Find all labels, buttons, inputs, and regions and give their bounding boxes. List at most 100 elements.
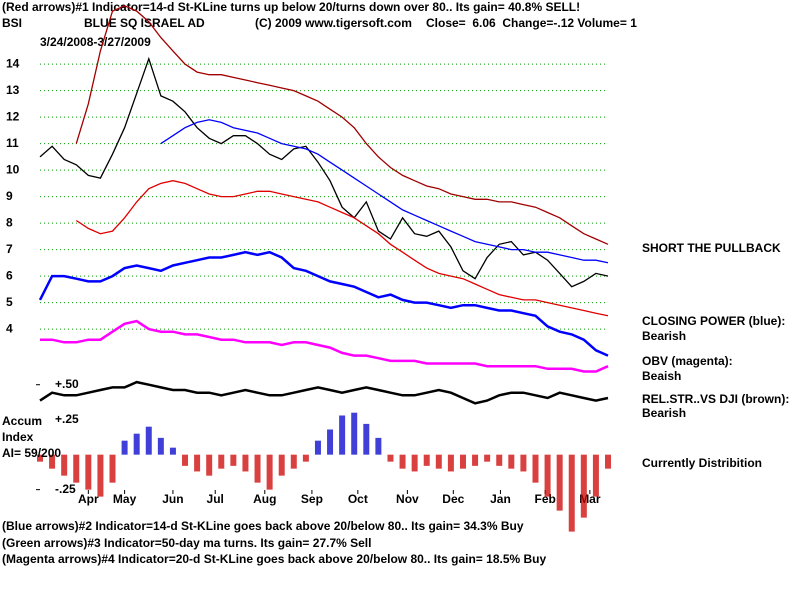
y-tick-label: 5 <box>6 295 13 309</box>
accum-bar <box>605 454 611 469</box>
side-note: Beaish <box>642 369 681 383</box>
accum-bar <box>339 415 346 455</box>
accum-bar <box>182 454 189 466</box>
x-tick-label: Sep <box>301 492 323 506</box>
accum-bar <box>556 454 563 511</box>
side-note: Currently Distribition <box>642 456 762 470</box>
accum-bar <box>363 423 370 455</box>
x-tick-label: Jul <box>207 492 224 506</box>
symbol: BSI <box>2 16 22 30</box>
date-range: 3/24/2008-3/27/2009 <box>40 35 151 49</box>
accum-bar <box>544 454 551 497</box>
accum-bar <box>327 429 334 455</box>
accum-bar <box>218 454 225 469</box>
accum-bar <box>568 454 575 532</box>
footnote: (Green arrows)#3 Indicator=50-day ma tur… <box>2 536 371 550</box>
accum-bar <box>278 454 285 476</box>
stock-name: BLUE SQ ISRAEL AD <box>84 16 205 30</box>
footnote: (Blue arrows)#2 Indicator=14-d St-KLine … <box>2 519 524 533</box>
x-tick-label: May <box>113 492 137 506</box>
accum-bar <box>484 454 491 462</box>
y-tick-label: 13 <box>6 83 20 97</box>
x-tick-label: Aug <box>253 492 276 506</box>
accum-bar <box>85 454 92 490</box>
x-tick-label: Oct <box>348 492 368 506</box>
y-tick-label: 11 <box>6 136 19 150</box>
y-tick-label: 4 <box>6 321 13 335</box>
series-line <box>75 180 609 317</box>
accum-bar <box>351 412 358 455</box>
accum-label: Accum <box>2 414 42 428</box>
accum-bar <box>580 454 587 518</box>
y-tick-label: 12 <box>6 109 20 123</box>
side-note: SHORT THE PULLBACK <box>642 241 781 255</box>
accum-bar <box>61 454 68 476</box>
y-tick-label: 6 <box>6 268 13 282</box>
accum-bar <box>49 454 56 469</box>
accum-bar <box>314 440 321 455</box>
accum-bar <box>508 454 515 469</box>
y2-tick-label: -.25 <box>55 482 76 496</box>
accum-bar <box>206 454 213 476</box>
y-tick-label: 9 <box>6 189 13 203</box>
y-tick-label: 10 <box>6 162 20 176</box>
accum-bar <box>157 437 164 455</box>
series-line <box>39 380 609 405</box>
accum-bar <box>447 454 454 472</box>
accum-bar <box>266 454 273 490</box>
x-tick-label: Nov <box>396 492 419 506</box>
side-note: REL.STR..VS DJI (brown): <box>642 392 789 406</box>
accum-bar <box>254 454 261 483</box>
x-tick-label: Jan <box>490 492 511 506</box>
accum-bar <box>399 454 406 469</box>
footnote: (Magenta arrows)#4 Indicator=20-d St-KLi… <box>2 552 546 566</box>
x-tick-label: Apr <box>78 492 99 506</box>
quote: Close= 6.06 Change=-.12 Volume= 1 <box>426 16 637 30</box>
side-note: CLOSING POWER (blue): <box>642 314 785 328</box>
chart-title: (Red arrows)#1 Indicator=14-d St-KLine t… <box>2 0 580 14</box>
accum-bar <box>302 454 309 462</box>
side-note: Bearish <box>642 406 686 420</box>
y-tick-label: 7 <box>6 242 13 256</box>
accum-bar <box>145 426 152 455</box>
accum-bar <box>133 433 140 455</box>
accum-bar <box>472 454 479 466</box>
accum-bar <box>435 454 442 469</box>
series-line <box>160 119 609 264</box>
series-line <box>40 319 609 373</box>
accum-bar <box>242 454 249 472</box>
accum-label: Index <box>2 430 34 444</box>
x-tick-label: Jun <box>162 492 183 506</box>
accum-bar <box>169 447 176 455</box>
side-note: OBV (magenta): <box>642 354 733 368</box>
series-line <box>39 56 609 288</box>
accum-bar <box>375 437 382 455</box>
series-line <box>38 250 609 357</box>
accum-bar <box>496 454 503 466</box>
copyright: (C) 2009 www.tigersoft.com <box>255 16 412 30</box>
accum-bar <box>592 454 599 497</box>
accum-label: AI= 59/200 <box>2 446 61 460</box>
y-tick-label: 8 <box>6 215 13 229</box>
accum-bar <box>37 454 43 462</box>
accum-bar <box>290 454 297 469</box>
accum-bar <box>230 454 237 466</box>
accum-bar <box>109 454 116 483</box>
accum-bar <box>520 454 527 472</box>
side-note: Bearish <box>642 329 686 343</box>
y2-tick-label: +.25 <box>55 412 79 426</box>
accum-bar <box>194 454 201 472</box>
accum-bar <box>423 454 430 466</box>
accum-bar <box>532 454 539 483</box>
x-tick-label: Dec <box>442 492 464 506</box>
accum-bar <box>411 454 418 472</box>
series-line <box>75 5 609 245</box>
accum-bar <box>121 440 128 455</box>
accum-bar <box>387 454 394 462</box>
accum-bar <box>73 454 80 483</box>
accum-bar <box>459 454 466 469</box>
y2-tick-label: +.50 <box>55 377 79 391</box>
y-tick-label: 14 <box>6 56 20 70</box>
